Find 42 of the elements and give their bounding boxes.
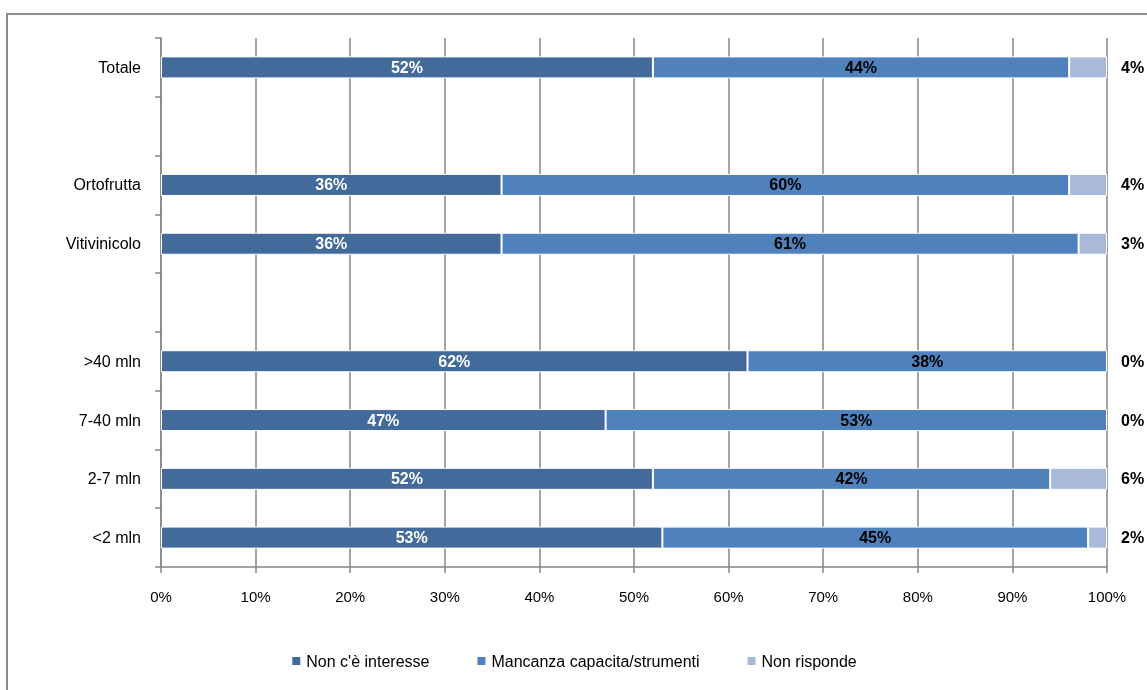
data-label: 52% — [390, 470, 423, 488]
data-label: 0% — [1121, 411, 1145, 429]
x-tick-label: 90% — [997, 588, 1028, 605]
y-tick-label: Ortofrutta — [73, 176, 142, 194]
data-label: 42% — [835, 470, 868, 488]
data-label: 36% — [315, 176, 348, 194]
data-label: 36% — [315, 235, 348, 253]
x-tick-label: 50% — [618, 588, 650, 605]
x-tick-label: 60% — [713, 588, 744, 605]
data-label: 47% — [367, 411, 400, 429]
data-label: 60% — [769, 176, 802, 194]
y-tick-label: 2-7 mln — [87, 470, 141, 488]
x-tick-label: 70% — [808, 588, 839, 605]
x-tick-label: 40% — [524, 588, 555, 605]
data-label: 62% — [438, 352, 471, 370]
data-label: 53% — [395, 529, 428, 547]
legend-label: Non risponde — [761, 652, 857, 670]
data-label: 38% — [911, 352, 944, 370]
data-label: 3% — [1121, 235, 1145, 253]
x-tick-label: 0% — [150, 588, 172, 605]
x-tick-label: 30% — [429, 588, 460, 605]
y-tick-label: <2 mln — [92, 529, 141, 547]
y-tick-label: Totale — [98, 58, 142, 76]
y-tick-label: Vitivinicolo — [65, 235, 142, 253]
data-label: 4% — [1121, 176, 1145, 194]
legend-label: Non c'è interesse — [306, 652, 430, 670]
data-label: 61% — [774, 235, 807, 253]
data-label: 2% — [1121, 529, 1145, 547]
y-tick-label: >40 mln — [83, 352, 141, 370]
x-tick-label: 80% — [902, 588, 933, 605]
data-label: 45% — [859, 529, 892, 547]
x-tick-label: 20% — [335, 588, 366, 605]
y-tick-label: 7-40 mln — [78, 411, 141, 429]
x-tick-label: 10% — [240, 588, 271, 605]
x-tick-label: 100% — [1087, 588, 1127, 605]
data-label: 44% — [845, 58, 878, 76]
data-label: 0% — [1121, 352, 1145, 370]
data-label: 6% — [1121, 470, 1145, 488]
data-label: 52% — [390, 58, 423, 76]
legend-label: Mancanza capacita/strumenti — [491, 652, 700, 670]
data-label: 4% — [1121, 58, 1145, 76]
data-label: 53% — [840, 411, 873, 429]
